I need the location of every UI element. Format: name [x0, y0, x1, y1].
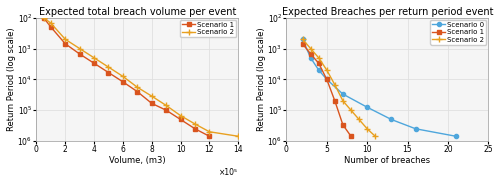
- Scenario 1: [134, 91, 140, 93]
- Scenario 1: [316, 62, 322, 64]
- Scenario 1: [332, 100, 338, 102]
- Scenario 2: [340, 100, 346, 102]
- Line: Scenario 0: Scenario 0: [300, 37, 458, 138]
- Scenario 1: [106, 71, 112, 74]
- Line: Scenario 2: Scenario 2: [299, 36, 378, 140]
- Scenario 1: [300, 43, 306, 45]
- Scenario 2: [91, 57, 97, 59]
- Scenario 0: [316, 69, 322, 71]
- Y-axis label: Return Period (log scale): Return Period (log scale): [257, 28, 266, 131]
- Scenario 2: [134, 86, 140, 88]
- Scenario 2: [76, 47, 82, 50]
- Scenario 2: [120, 75, 126, 77]
- Scenario 0: [300, 38, 306, 40]
- Scenario 1: [76, 53, 82, 55]
- Scenario 0: [308, 57, 314, 59]
- Scenario 1: [178, 118, 184, 121]
- Scenario 0: [412, 128, 418, 130]
- Scenario 2: [356, 118, 362, 121]
- Scenario 1: [163, 109, 169, 111]
- Scenario 1: [206, 135, 212, 137]
- Scenario 1: [148, 102, 154, 105]
- Scenario 1: [192, 128, 198, 130]
- Legend: Scenario 1, Scenario 2: Scenario 1, Scenario 2: [180, 20, 236, 37]
- Scenario 0: [364, 106, 370, 108]
- Scenario 2: [364, 128, 370, 130]
- Scenario 0: [324, 78, 330, 81]
- Scenario 1: [62, 43, 68, 45]
- Title: Expected Breaches per return period event: Expected Breaches per return period even…: [282, 7, 493, 17]
- Scenario 0: [453, 135, 459, 137]
- Scenario 1: [308, 53, 314, 55]
- Scenario 2: [48, 22, 54, 24]
- Scenario 2: [163, 104, 169, 107]
- Line: Scenario 2: Scenario 2: [40, 14, 241, 140]
- X-axis label: Number of breaches: Number of breaches: [344, 156, 430, 165]
- Scenario 1: [348, 135, 354, 137]
- Scenario 1: [40, 17, 46, 19]
- Scenario 2: [235, 135, 241, 137]
- Scenario 2: [40, 17, 46, 19]
- Y-axis label: Return Period (log scale): Return Period (log scale): [7, 28, 16, 131]
- Scenario 2: [62, 38, 68, 40]
- Scenario 2: [372, 135, 378, 137]
- Scenario 1: [120, 81, 126, 83]
- Scenario 2: [192, 123, 198, 125]
- Legend: Scenario 0, Scenario 1, Scenario 2: Scenario 0, Scenario 1, Scenario 2: [430, 20, 486, 45]
- Line: Scenario 1: Scenario 1: [300, 42, 353, 138]
- Scenario 2: [148, 95, 154, 97]
- Scenario 2: [332, 84, 338, 86]
- Scenario 0: [388, 118, 394, 121]
- Text: ×10⁵: ×10⁵: [219, 168, 238, 177]
- Title: Expected total breach volume per event: Expected total breach volume per event: [38, 7, 236, 17]
- Scenario 2: [308, 47, 314, 50]
- Scenario 1: [324, 78, 330, 81]
- Scenario 2: [178, 115, 184, 117]
- Scenario 2: [300, 38, 306, 40]
- Scenario 2: [316, 57, 322, 59]
- Scenario 2: [206, 131, 212, 133]
- Scenario 2: [324, 69, 330, 71]
- Scenario 1: [48, 26, 54, 28]
- X-axis label: Volume, (m3): Volume, (m3): [109, 156, 166, 165]
- Scenario 2: [348, 109, 354, 111]
- Scenario 0: [340, 93, 346, 95]
- Line: Scenario 1: Scenario 1: [42, 16, 211, 138]
- Scenario 1: [91, 62, 97, 64]
- Scenario 1: [340, 124, 346, 126]
- Scenario 2: [106, 66, 112, 68]
